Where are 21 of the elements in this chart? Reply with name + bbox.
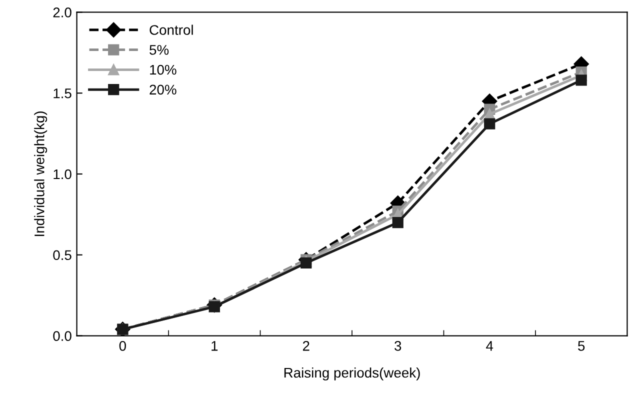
y-tick-label: 0.0 [53, 331, 72, 341]
y-tick-label: 1.0 [54, 169, 72, 180]
point [392, 216, 404, 228]
legend-label: Control [150, 24, 193, 35]
legend-label: 5% [150, 45, 169, 55]
x-axis-title: Raising periods(week) [284, 367, 420, 380]
x-tick-label: 3 [394, 341, 402, 351]
x-tick-label: 2 [302, 341, 310, 351]
y-tick-label: 1.5 [54, 88, 72, 98]
x-tick-label: 5 [578, 341, 585, 351]
y-tick-label: 2.0 [53, 8, 72, 18]
y-axis-title: Individual weight(kg) [34, 112, 48, 236]
legend-label: 20% [150, 84, 176, 95]
x-tick-label: 4 [486, 341, 494, 351]
x-tick-label: 1 [212, 341, 218, 351]
point [300, 257, 312, 269]
point [576, 74, 587, 86]
legend-label: 10% [150, 64, 176, 75]
point [484, 118, 496, 130]
y-tick-label: 0.5 [53, 250, 72, 260]
x-tick-label: 0 [119, 341, 126, 351]
